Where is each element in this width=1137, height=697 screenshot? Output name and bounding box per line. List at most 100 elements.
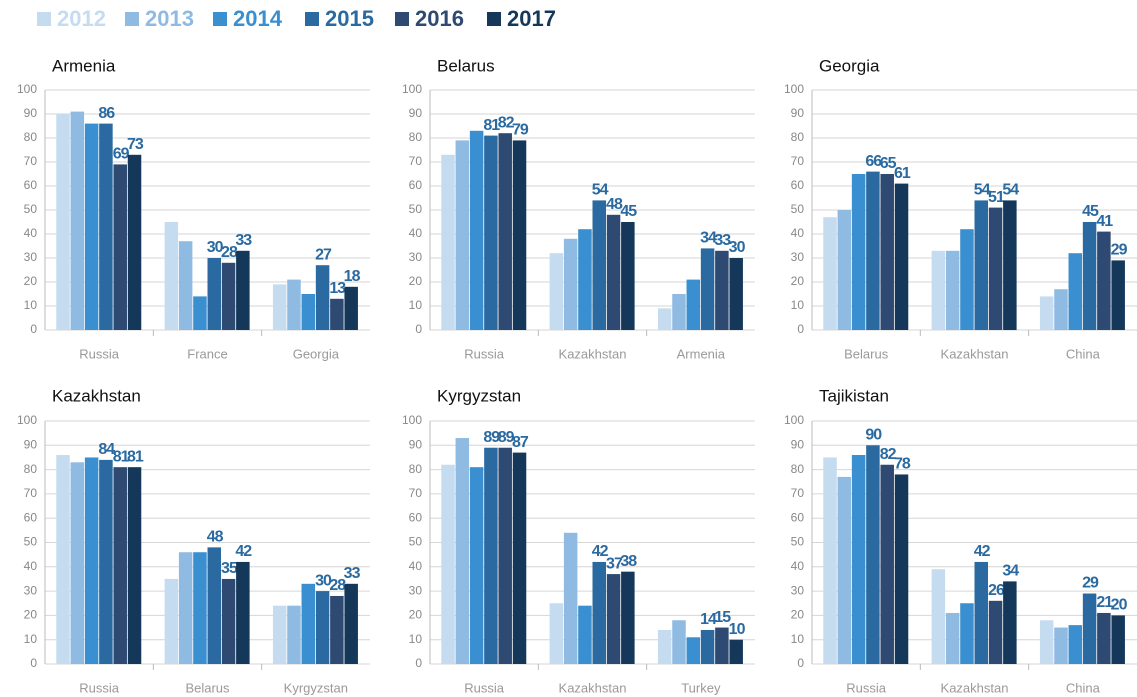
bar	[99, 123, 113, 330]
y-tick-label: 30	[409, 250, 423, 264]
bar	[236, 250, 250, 330]
bar	[193, 296, 207, 330]
data-label: 15	[714, 609, 731, 626]
bar	[549, 603, 564, 664]
data-label: 87	[512, 434, 529, 451]
y-tick-label: 10	[24, 632, 38, 646]
bar	[700, 248, 715, 330]
data-label: 30	[207, 239, 224, 256]
data-label: 34	[1002, 563, 1019, 580]
bar	[837, 210, 852, 330]
bar	[945, 250, 960, 330]
bar	[606, 214, 621, 330]
data-label: 14	[700, 611, 717, 628]
y-tick-label: 100	[784, 413, 804, 427]
data-label: 42	[974, 543, 991, 560]
y-tick-label: 10	[409, 298, 423, 312]
bar	[1111, 615, 1125, 664]
y-tick-label: 10	[791, 298, 805, 312]
data-label: 26	[988, 582, 1005, 599]
data-label: 29	[1082, 575, 1099, 592]
data-label: 10	[729, 621, 746, 638]
x-tick-label: China	[1066, 346, 1101, 361]
data-label: 73	[127, 136, 144, 153]
legend-swatch	[37, 12, 51, 26]
bar	[178, 552, 193, 664]
bar	[272, 605, 287, 664]
y-tick-label: 20	[791, 274, 805, 288]
chart-title: Georgia	[819, 56, 880, 75]
bar	[945, 612, 960, 664]
bar	[1068, 625, 1083, 664]
bar	[657, 308, 672, 330]
data-label: 82	[880, 446, 897, 463]
bar	[221, 578, 236, 664]
y-tick-label: 60	[791, 510, 805, 524]
y-tick-label: 0	[30, 656, 37, 670]
y-tick-label: 80	[791, 462, 805, 476]
y-tick-label: 60	[409, 178, 423, 192]
data-label: 81	[483, 117, 500, 134]
bar	[221, 262, 236, 330]
y-tick-label: 20	[791, 608, 805, 622]
data-label: 28	[221, 244, 238, 261]
data-label: 30	[315, 572, 332, 589]
bar	[164, 578, 179, 664]
data-label: 20	[1111, 597, 1128, 614]
bar	[178, 241, 193, 330]
y-tick-label: 100	[17, 413, 37, 427]
y-tick-label: 70	[24, 154, 38, 168]
bar	[1082, 222, 1097, 330]
bar	[974, 561, 988, 664]
bar	[56, 114, 70, 330]
y-tick-label: 40	[24, 226, 38, 240]
bar	[823, 217, 837, 330]
bar	[272, 284, 287, 330]
bar	[657, 629, 672, 664]
bar	[315, 591, 330, 664]
bar	[1003, 581, 1017, 664]
y-tick-label: 60	[409, 510, 423, 524]
y-tick-label: 40	[24, 559, 38, 573]
data-label: 18	[344, 268, 361, 285]
bar	[164, 222, 179, 330]
chart-title: Kyrgyzstan	[437, 386, 521, 405]
bar	[441, 464, 455, 664]
data-label: 27	[315, 246, 332, 263]
data-label: 42	[592, 543, 609, 560]
bar	[729, 639, 743, 664]
bar	[851, 174, 866, 330]
bar	[344, 286, 358, 330]
data-label: 45	[620, 203, 637, 220]
bar	[621, 571, 635, 664]
data-label: 35	[221, 560, 238, 577]
data-label: 78	[894, 456, 911, 473]
y-tick-label: 10	[791, 632, 805, 646]
y-tick-label: 50	[24, 535, 38, 549]
data-label: 65	[880, 155, 897, 172]
data-label: 33	[235, 232, 252, 249]
bar	[894, 183, 909, 330]
legend-label: 2012	[57, 6, 106, 31]
data-label: 42	[235, 543, 252, 560]
legend-label: 2013	[145, 6, 194, 31]
data-label: 51	[988, 189, 1005, 206]
bar	[715, 627, 729, 664]
bar	[330, 595, 344, 664]
data-label: 61	[894, 165, 911, 182]
data-label: 81	[127, 448, 144, 465]
data-label: 34	[700, 230, 717, 247]
y-tick-label: 10	[409, 632, 423, 646]
y-tick-label: 10	[24, 298, 38, 312]
y-tick-label: 100	[402, 82, 422, 96]
data-label: 86	[98, 105, 115, 122]
bar	[672, 620, 686, 664]
bar	[988, 207, 1003, 330]
data-label: 82	[498, 114, 515, 131]
data-label: 21	[1096, 594, 1113, 611]
bar	[315, 265, 330, 330]
bar	[960, 229, 974, 330]
legend-label: 2017	[507, 6, 556, 31]
data-label: 81	[113, 448, 130, 465]
y-tick-label: 50	[409, 535, 423, 549]
